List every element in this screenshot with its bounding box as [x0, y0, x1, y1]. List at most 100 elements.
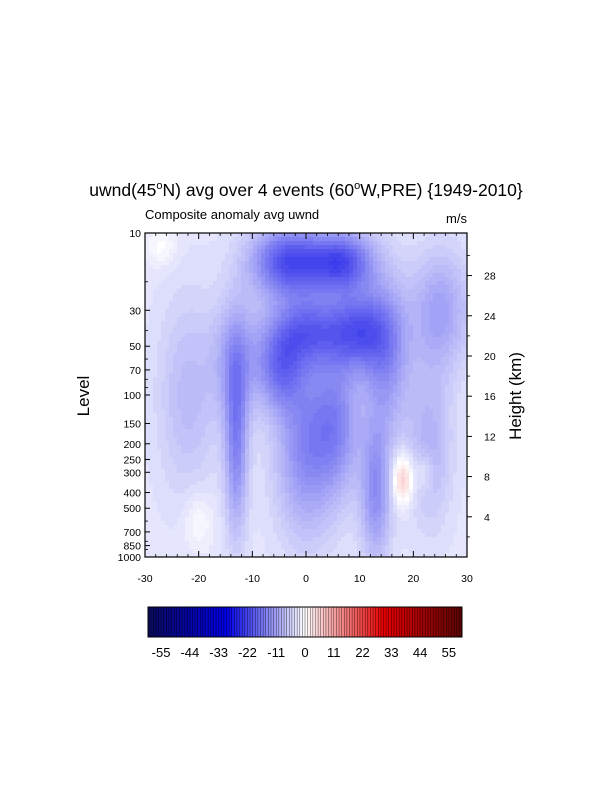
heatmap-cell — [273, 253, 278, 258]
heatmap-cell — [457, 309, 462, 314]
heatmap-cell — [221, 429, 226, 434]
heatmap-cell — [189, 425, 194, 430]
heatmap-cell — [381, 301, 386, 306]
heatmap-cell — [461, 309, 466, 314]
heatmap-cell — [181, 417, 186, 422]
heatmap-cell — [349, 369, 354, 374]
heatmap-cell — [401, 265, 406, 270]
heatmap-cell — [241, 461, 246, 466]
heatmap-cell — [393, 473, 398, 478]
heatmap-cell — [245, 433, 250, 438]
heatmap-cell — [377, 413, 382, 418]
heatmap-cell — [417, 273, 422, 278]
heatmap-cell — [389, 385, 394, 390]
heatmap-cell — [305, 425, 310, 430]
heatmap-cell — [269, 445, 274, 450]
heatmap-cell — [157, 421, 162, 426]
heatmap-cell — [197, 269, 202, 274]
heatmap-cell — [201, 249, 206, 254]
heatmap-cell — [185, 397, 190, 402]
heatmap-cell — [277, 325, 282, 330]
heatmap-cell — [249, 329, 254, 334]
heatmap-cell — [325, 289, 330, 294]
heatmap-cell — [329, 417, 334, 422]
heatmap-cell — [329, 273, 334, 278]
heatmap-cell — [245, 369, 250, 374]
heatmap-cell — [401, 309, 406, 314]
heatmap-cell — [245, 365, 250, 370]
heatmap-cell — [177, 297, 182, 302]
heatmap-cell — [421, 421, 426, 426]
heatmap-cell — [385, 305, 390, 310]
heatmap-cell — [153, 277, 158, 282]
heatmap-cell — [253, 413, 258, 418]
heatmap-cell — [177, 445, 182, 450]
heatmap-cell — [329, 381, 334, 386]
heatmap-cell — [205, 289, 210, 294]
heatmap-cell — [385, 293, 390, 298]
heatmap-cell — [241, 397, 246, 402]
heatmap-cell — [357, 349, 362, 354]
heatmap-cell — [305, 361, 310, 366]
heatmap-cell — [321, 385, 326, 390]
heatmap-cell — [249, 249, 254, 254]
heatmap-cell — [381, 249, 386, 254]
heatmap-cell — [457, 373, 462, 378]
heatmap-cell — [417, 305, 422, 310]
heatmap-cell — [185, 285, 190, 290]
heatmap-cell — [365, 357, 370, 362]
heatmap-cell — [365, 413, 370, 418]
heatmap-cell — [153, 389, 158, 394]
heatmap-cell — [229, 373, 234, 378]
heatmap-cell — [425, 433, 430, 438]
heatmap-cell — [161, 369, 166, 374]
heatmap-cell — [361, 401, 366, 406]
heatmap-cell — [197, 329, 202, 334]
heatmap-cell — [361, 257, 366, 262]
heatmap-cell — [409, 453, 414, 458]
heatmap-cell — [241, 273, 246, 278]
heatmap-cell — [149, 337, 154, 342]
heatmap-cell — [281, 437, 286, 442]
heatmap-cell — [201, 313, 206, 318]
heatmap-cell — [161, 301, 166, 306]
heatmap-cell — [369, 321, 374, 326]
heatmap-cell — [225, 369, 230, 374]
heatmap-cell — [385, 457, 390, 462]
heatmap-cell — [341, 277, 346, 282]
heatmap-cell — [389, 297, 394, 302]
heatmap-cell — [201, 417, 206, 422]
heatmap-cell — [293, 309, 298, 314]
heatmap-cell — [401, 437, 406, 442]
heatmap-cell — [433, 357, 438, 362]
heatmap-cell — [213, 329, 218, 334]
heatmap-cell — [161, 401, 166, 406]
heatmap-cell — [281, 469, 286, 474]
heatmap-cell — [405, 237, 410, 242]
heatmap-cell — [309, 377, 314, 382]
heatmap-cell — [245, 241, 250, 246]
heatmap-cell — [321, 349, 326, 354]
heatmap-cell — [233, 309, 238, 314]
heatmap-cell — [273, 333, 278, 338]
heatmap-cell — [409, 341, 414, 346]
heatmap-cell — [185, 237, 190, 242]
heatmap-cell — [253, 421, 258, 426]
heatmap-cell — [377, 245, 382, 250]
heatmap-cell — [293, 389, 298, 394]
heatmap-cell — [409, 293, 414, 298]
heatmap-cell — [189, 389, 194, 394]
heatmap-cell — [385, 449, 390, 454]
heatmap-cell — [409, 321, 414, 326]
heatmap-cell — [181, 261, 186, 266]
heatmap-cell — [389, 333, 394, 338]
heatmap-cell — [421, 445, 426, 450]
heatmap-cell — [173, 449, 178, 454]
heatmap-cell — [353, 305, 358, 310]
heatmap-cell — [441, 377, 446, 382]
heatmap-cell — [285, 445, 290, 450]
heatmap-cell — [425, 369, 430, 374]
heatmap-cell — [369, 457, 374, 462]
heatmap-cell — [353, 277, 358, 282]
heatmap-cell — [377, 297, 382, 302]
